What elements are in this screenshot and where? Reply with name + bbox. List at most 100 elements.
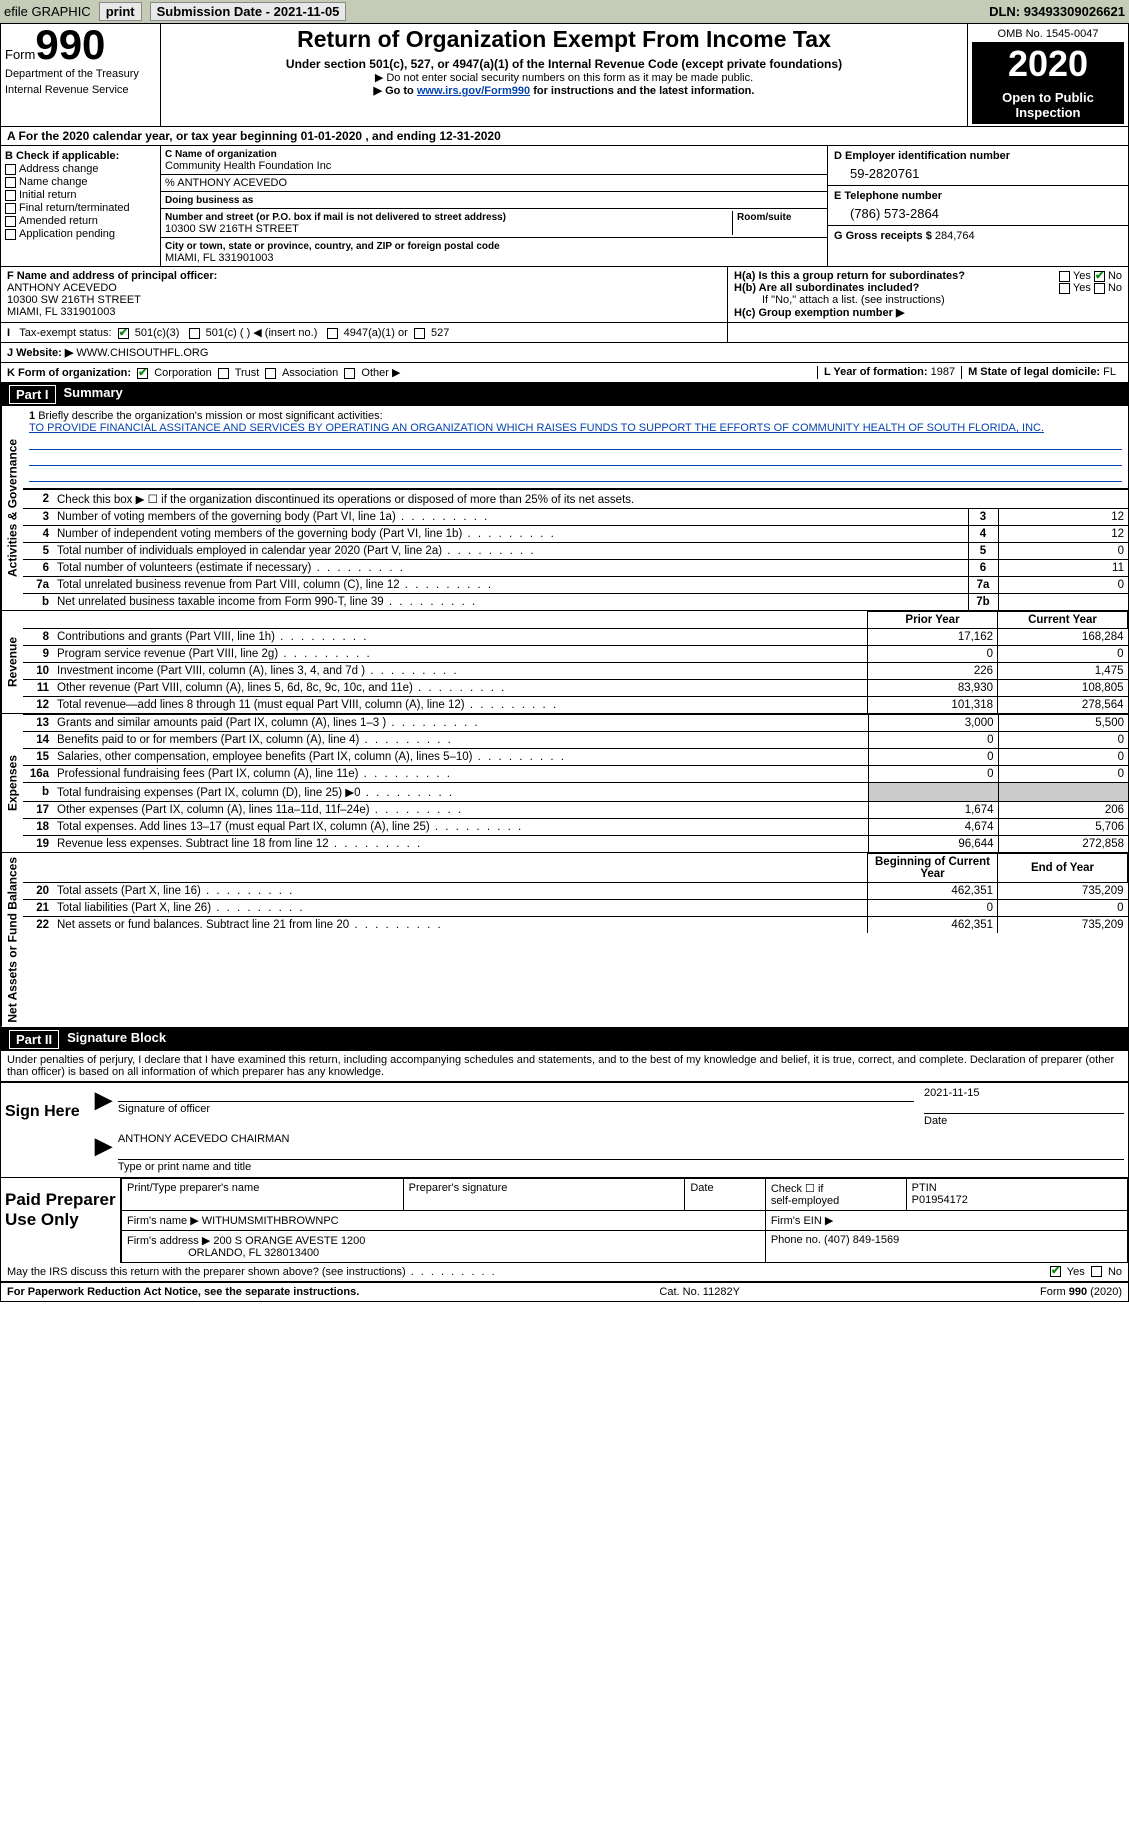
section-governance: Activities & Governance 1 Briefly descri…: [1, 406, 1128, 611]
row-a-tax-year: A For the 2020 calendar year, or tax yea…: [1, 127, 1128, 146]
chk-527[interactable]: [414, 328, 425, 339]
state-domicile: FL: [1103, 366, 1116, 378]
sign-here-block: Sign Here ▶ Signature of officer 2021-11…: [1, 1081, 1128, 1177]
mission-text[interactable]: TO PROVIDE FINANCIAL ASSITANCE AND SERVI…: [29, 422, 1044, 434]
part-ii-header: Part II Signature Block: [1, 1028, 1128, 1051]
gov-table: 2Check this box ▶ ☐ if the organization …: [23, 489, 1128, 610]
hb-yes[interactable]: [1059, 283, 1070, 294]
sign-date: 2021-11-15: [924, 1087, 1124, 1099]
chk-initial-return[interactable]: Initial return: [5, 189, 156, 201]
line-1-mission: 1 Briefly describe the organization's mi…: [23, 406, 1128, 489]
dept-treasury: Department of the Treasury: [5, 68, 156, 80]
efile-label: efile GRAPHIC: [4, 4, 91, 19]
col-b-header: B Check if applicable:: [5, 150, 156, 162]
form-header: Form990 Department of the Treasury Inter…: [1, 24, 1128, 127]
cat-no: Cat. No. 11282Y: [659, 1286, 740, 1298]
chk-corp[interactable]: ✔: [137, 368, 148, 379]
chk-address-change[interactable]: Address change: [5, 163, 156, 175]
paid-preparer-block: Paid Preparer Use Only Print/Type prepar…: [1, 1177, 1128, 1263]
ha-no[interactable]: ✔: [1094, 271, 1105, 282]
chk-trust[interactable]: [218, 368, 229, 379]
discuss-yes[interactable]: ✔: [1050, 1266, 1061, 1277]
row-i-tax-exempt: I Tax-exempt status: ✔ 501(c)(3) 501(c) …: [1, 323, 1128, 343]
chk-501c[interactable]: [189, 328, 200, 339]
chk-4947[interactable]: [327, 328, 338, 339]
revenue-table: Prior YearCurrent Year 8Contributions an…: [23, 611, 1128, 713]
form-page: Form990 Department of the Treasury Inter…: [0, 23, 1129, 1302]
vlabel-expenses: Expenses: [1, 714, 23, 852]
vlabel-net-assets: Net Assets or Fund Balances: [1, 853, 23, 1027]
vlabel-governance: Activities & Governance: [1, 406, 23, 610]
vlabel-revenue: Revenue: [1, 611, 23, 713]
org-name: Community Health Foundation Inc: [165, 160, 331, 172]
col-d-ein-tel: D Employer identification number59-28207…: [828, 146, 1128, 266]
chk-final-return[interactable]: Final return/terminated: [5, 202, 156, 214]
preparer-table: Print/Type preparer's name Preparer's si…: [121, 1178, 1128, 1263]
form-number-cell: Form990 Department of the Treasury Inter…: [1, 24, 161, 126]
dln: DLN: 93493309026621: [989, 4, 1125, 19]
ein: 59-2820761: [834, 162, 1122, 181]
chk-name-change[interactable]: Name change: [5, 176, 156, 188]
irs-discuss-row: May the IRS discuss this return with the…: [1, 1263, 1128, 1282]
omb-number: OMB No. 1545-0047: [972, 26, 1124, 43]
chk-assoc[interactable]: [265, 368, 276, 379]
paperwork-notice: For Paperwork Reduction Act Notice, see …: [7, 1286, 359, 1298]
col-c-org-info: C Name of organizationCommunity Health F…: [161, 146, 828, 266]
group-return-h: H(a) Is this a group return for subordin…: [728, 267, 1128, 322]
expenses-table: 13Grants and similar amounts paid (Part …: [23, 714, 1128, 852]
print-button[interactable]: print: [99, 2, 142, 21]
care-of: % ANTHONY ACEVEDO: [161, 175, 827, 192]
tax-year: 2020: [972, 43, 1124, 86]
ptin: P01954172: [912, 1194, 968, 1206]
arrow-icon: ▶: [95, 1133, 112, 1173]
chk-other[interactable]: [344, 368, 355, 379]
form-title: Return of Organization Exempt From Incom…: [165, 26, 963, 53]
form-title-cell: Return of Organization Exempt From Incom…: [161, 24, 968, 126]
row-k: K Form of organization: ✔ Corporation Tr…: [1, 363, 1128, 383]
street-address: 10300 SW 216TH STREET: [165, 223, 299, 235]
firm-addr2: ORLANDO, FL 328013400: [188, 1247, 319, 1259]
form-number: 990: [35, 21, 105, 68]
firm-addr1: 200 S ORANGE AVESTE 1200: [213, 1235, 365, 1247]
firm-name: WITHUMSMITHBROWNPC: [202, 1215, 339, 1227]
ha-yes[interactable]: [1059, 271, 1070, 282]
sign-here-label: Sign Here: [1, 1083, 91, 1177]
officer-name-title: ANTHONY ACEVEDO CHAIRMAN: [118, 1133, 1124, 1145]
paid-preparer-label: Paid Preparer Use Only: [1, 1178, 121, 1263]
principal-officer: F Name and address of principal officer:…: [1, 267, 728, 322]
row-j-website: J Website: ▶ WWW.CHISOUTHFL.ORG: [1, 343, 1128, 363]
firm-phone: (407) 849-1569: [824, 1234, 899, 1246]
submission-date: Submission Date - 2021-11-05: [150, 2, 347, 21]
open-to-public: Open to Public Inspection: [972, 86, 1124, 124]
discuss-no[interactable]: [1091, 1266, 1102, 1277]
entity-grid: B Check if applicable: Address change Na…: [1, 146, 1128, 267]
net-assets-table: Beginning of Current YearEnd of Year 20T…: [23, 853, 1128, 933]
year-formation: 1987: [931, 366, 955, 378]
chk-501c3[interactable]: ✔: [118, 328, 129, 339]
part-i-header: Part I Summary: [1, 383, 1128, 406]
section-expenses: Expenses 13Grants and similar amounts pa…: [1, 714, 1128, 853]
page-footer: For Paperwork Reduction Act Notice, see …: [1, 1282, 1128, 1301]
subtitle-3: ▶ Go to www.irs.gov/Form990 for instruct…: [165, 84, 963, 97]
chk-amended[interactable]: Amended return: [5, 215, 156, 227]
subtitle-1: Under section 501(c), 527, or 4947(a)(1)…: [165, 57, 963, 71]
col-b-checkboxes: B Check if applicable: Address change Na…: [1, 146, 161, 266]
dept-irs: Internal Revenue Service: [5, 84, 156, 96]
website-url: WWW.CHISOUTHFL.ORG: [76, 347, 208, 359]
section-revenue: Revenue Prior YearCurrent Year 8Contribu…: [1, 611, 1128, 714]
arrow-icon: ▶: [95, 1087, 112, 1127]
section-net-assets: Net Assets or Fund Balances Beginning of…: [1, 853, 1128, 1028]
chk-application-pending[interactable]: Application pending: [5, 228, 156, 240]
gross-receipts: 284,764: [935, 230, 975, 242]
penalty-statement: Under penalties of perjury, I declare th…: [1, 1051, 1128, 1081]
city-state-zip: MIAMI, FL 331901003: [165, 252, 273, 264]
irs-link[interactable]: www.irs.gov/Form990: [417, 85, 530, 97]
subtitle-2: ▶ Do not enter social security numbers o…: [165, 71, 963, 84]
telephone: (786) 573-2864: [834, 202, 1122, 221]
officer-signature-line: Signature of officer: [118, 1101, 914, 1127]
row-f-h: F Name and address of principal officer:…: [1, 267, 1128, 323]
omb-year-cell: OMB No. 1545-0047 2020 Open to Public In…: [968, 24, 1128, 126]
hb-no[interactable]: [1094, 283, 1105, 294]
top-bar: efile GRAPHIC print Submission Date - 20…: [0, 0, 1129, 23]
form-year-footer: Form 990 (2020): [1040, 1286, 1122, 1298]
